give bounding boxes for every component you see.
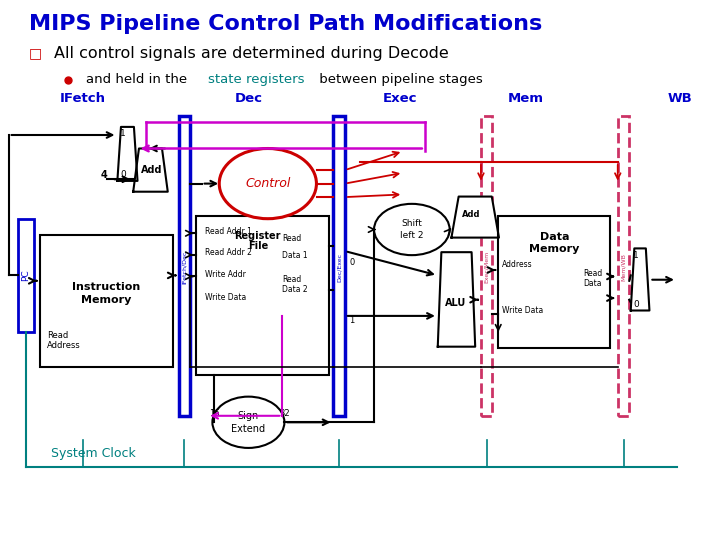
Text: MIPS Pipeline Control Path Modifications: MIPS Pipeline Control Path Modifications — [29, 14, 542, 33]
Text: Read Addr 2: Read Addr 2 — [205, 248, 252, 258]
Text: Read: Read — [583, 269, 603, 279]
Text: All control signals are determined during Decode: All control signals are determined durin… — [54, 46, 449, 61]
Polygon shape — [631, 248, 649, 310]
Text: 32: 32 — [279, 409, 289, 418]
Ellipse shape — [219, 148, 317, 219]
Text: Write Addr: Write Addr — [205, 270, 246, 279]
Text: Dec: Dec — [235, 92, 262, 105]
Text: Read: Read — [282, 275, 302, 284]
Text: Add: Add — [141, 165, 163, 175]
Text: Data: Data — [583, 279, 602, 288]
Text: Address: Address — [502, 260, 533, 269]
Text: 1: 1 — [120, 129, 126, 138]
Bar — [481, 116, 492, 416]
Text: Sign: Sign — [238, 411, 259, 421]
Text: Read Addr 1: Read Addr 1 — [205, 227, 252, 236]
Bar — [18, 219, 34, 332]
Bar — [179, 116, 190, 416]
Bar — [196, 216, 329, 375]
Text: Mem/WB: Mem/WB — [621, 253, 626, 281]
Text: 1: 1 — [349, 316, 354, 325]
Text: Data 1: Data 1 — [282, 251, 308, 260]
Text: Write Data: Write Data — [502, 306, 543, 315]
Ellipse shape — [212, 396, 284, 448]
Text: 16: 16 — [210, 409, 220, 418]
Text: Read: Read — [282, 234, 302, 244]
Text: Extend: Extend — [231, 424, 266, 434]
Text: IFetch: IFetch — [60, 92, 106, 105]
Polygon shape — [451, 197, 499, 238]
Text: 4: 4 — [101, 170, 107, 180]
Text: 0: 0 — [633, 300, 639, 309]
Text: Register: Register — [235, 231, 281, 241]
Text: and held in the: and held in the — [86, 73, 192, 86]
Text: left 2: left 2 — [400, 232, 423, 240]
Text: Write Data: Write Data — [205, 293, 246, 302]
Text: state registers: state registers — [208, 73, 305, 86]
Text: □: □ — [29, 46, 42, 60]
Bar — [618, 116, 629, 416]
Text: 0: 0 — [349, 258, 354, 267]
Bar — [498, 216, 610, 348]
Text: PC: PC — [22, 269, 30, 281]
Text: Memory: Memory — [81, 295, 132, 305]
Text: Data 2: Data 2 — [282, 285, 308, 294]
Text: Shift: Shift — [402, 219, 422, 227]
Text: WB: WB — [668, 92, 693, 105]
Polygon shape — [438, 252, 475, 347]
Text: IFetch/Dec: IFetch/Dec — [182, 251, 186, 284]
Polygon shape — [133, 148, 168, 192]
Text: Dec/Exec: Dec/Exec — [337, 253, 341, 282]
Text: Exec: Exec — [382, 92, 417, 105]
Text: ALU: ALU — [445, 298, 467, 308]
Text: Control: Control — [245, 177, 291, 190]
Bar — [40, 235, 173, 367]
Text: Instruction: Instruction — [73, 282, 140, 292]
Ellipse shape — [374, 204, 449, 255]
Text: File: File — [248, 241, 268, 252]
Text: Memory: Memory — [529, 244, 580, 254]
Polygon shape — [117, 127, 138, 181]
Text: Mem: Mem — [508, 92, 544, 105]
Text: Address: Address — [47, 341, 81, 350]
Text: Read: Read — [47, 330, 68, 340]
Text: System Clock: System Clock — [51, 447, 136, 460]
Text: between pipeline stages: between pipeline stages — [315, 73, 482, 86]
Text: Data: Data — [540, 232, 569, 242]
Text: Exec/Mem: Exec/Mem — [485, 251, 489, 284]
Bar — [333, 116, 345, 416]
Text: 0: 0 — [120, 170, 126, 179]
Text: 1: 1 — [633, 251, 639, 260]
Text: Add: Add — [462, 210, 481, 219]
